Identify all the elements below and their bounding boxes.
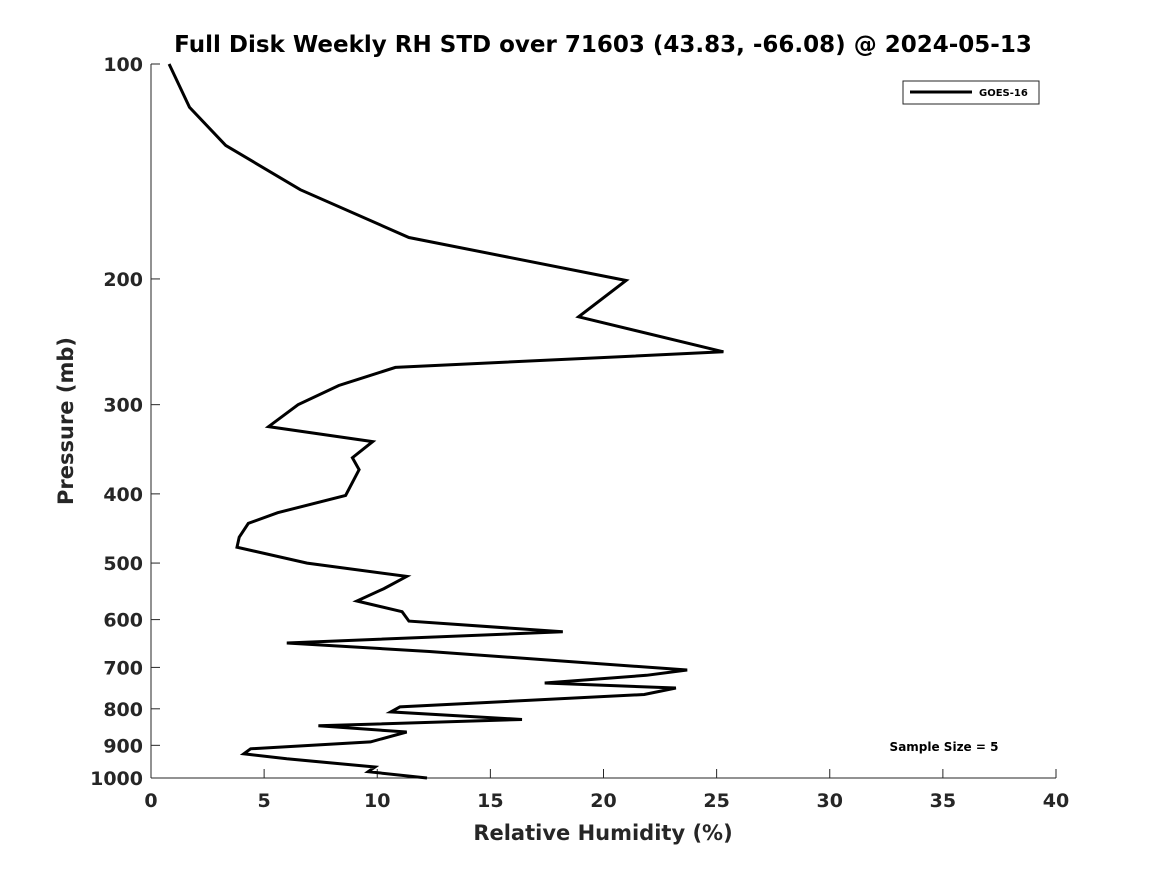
series-layer (167, 63, 724, 780)
y-tick-label: 300 (103, 395, 143, 417)
x-tick-label: 20 (590, 790, 616, 812)
x-tick-label: 0 (144, 790, 157, 812)
y-tick-label: 700 (103, 657, 143, 679)
x-tick-label: 10 (364, 790, 390, 812)
y-tick-label: 100 (103, 54, 143, 76)
x-axis-label: Relative Humidity (%) (473, 821, 732, 845)
x-tick-label: 30 (817, 790, 843, 812)
y-tick-label: 600 (103, 610, 143, 632)
x-tick-label: 35 (930, 790, 956, 812)
x-axis-ticks: 0 5 10 15 20 25 30 35 40 (144, 769, 1069, 812)
y-tick-label: 200 (103, 269, 143, 291)
x-tick-label: 5 (258, 790, 271, 812)
legend-label-goes-16: GOES-16 (979, 88, 1028, 99)
x-tick-label: 15 (477, 790, 503, 812)
y-axis-label: Pressure (mb) (54, 337, 78, 505)
x-tick-label: 25 (703, 790, 729, 812)
y-tick-label: 1000 (90, 768, 143, 790)
chart-title: Full Disk Weekly RH STD over 71603 (43.8… (174, 32, 1032, 58)
x-tick-label: 40 (1043, 790, 1069, 812)
y-tick-label: 400 (103, 484, 143, 506)
y-tick-label: 500 (103, 553, 143, 575)
plot-area (150, 64, 1056, 779)
sample-size-annotation: Sample Size = 5 (890, 740, 999, 754)
y-tick-label: 900 (103, 735, 143, 757)
legend: GOES-16 (902, 80, 1040, 105)
series-line-goes-16 (167, 63, 724, 780)
y-axis-ticks: 100 200 300 400 500 600 700 800 900 1000 (90, 54, 160, 790)
y-tick-label: 800 (103, 699, 143, 721)
